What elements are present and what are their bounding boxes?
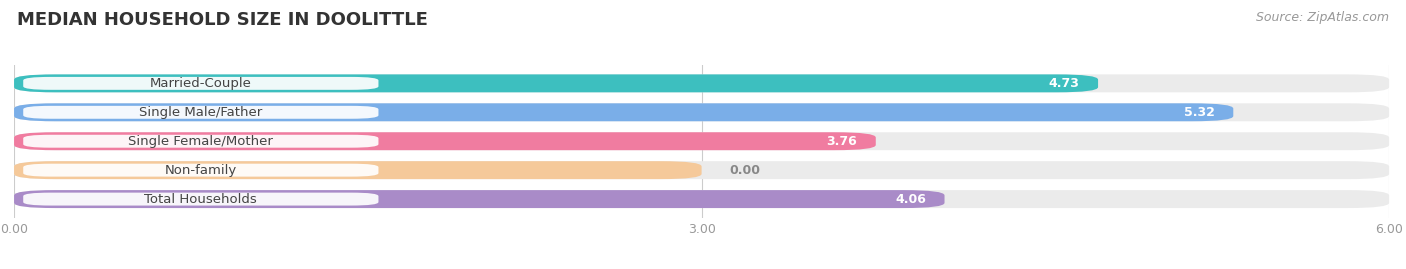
Text: Non-family: Non-family xyxy=(165,164,238,177)
FancyBboxPatch shape xyxy=(14,75,1098,92)
Text: Single Male/Father: Single Male/Father xyxy=(139,106,263,119)
Text: Total Households: Total Households xyxy=(145,193,257,206)
FancyBboxPatch shape xyxy=(14,190,945,208)
FancyBboxPatch shape xyxy=(14,190,1389,208)
FancyBboxPatch shape xyxy=(14,161,1389,179)
Text: Married-Couple: Married-Couple xyxy=(150,77,252,90)
FancyBboxPatch shape xyxy=(14,161,702,179)
FancyBboxPatch shape xyxy=(14,132,876,150)
FancyBboxPatch shape xyxy=(24,164,378,177)
Text: 4.06: 4.06 xyxy=(896,193,927,206)
Text: 3.76: 3.76 xyxy=(827,135,858,148)
FancyBboxPatch shape xyxy=(24,106,378,119)
FancyBboxPatch shape xyxy=(14,103,1233,121)
FancyBboxPatch shape xyxy=(14,132,1389,150)
Text: 5.32: 5.32 xyxy=(1184,106,1215,119)
Text: 0.00: 0.00 xyxy=(730,164,761,177)
Text: MEDIAN HOUSEHOLD SIZE IN DOOLITTLE: MEDIAN HOUSEHOLD SIZE IN DOOLITTLE xyxy=(17,11,427,29)
FancyBboxPatch shape xyxy=(14,75,1389,92)
FancyBboxPatch shape xyxy=(24,77,378,90)
Text: Source: ZipAtlas.com: Source: ZipAtlas.com xyxy=(1256,11,1389,24)
FancyBboxPatch shape xyxy=(14,103,1389,121)
FancyBboxPatch shape xyxy=(24,135,378,148)
Text: 4.73: 4.73 xyxy=(1049,77,1080,90)
Text: Single Female/Mother: Single Female/Mother xyxy=(128,135,273,148)
FancyBboxPatch shape xyxy=(24,193,378,206)
